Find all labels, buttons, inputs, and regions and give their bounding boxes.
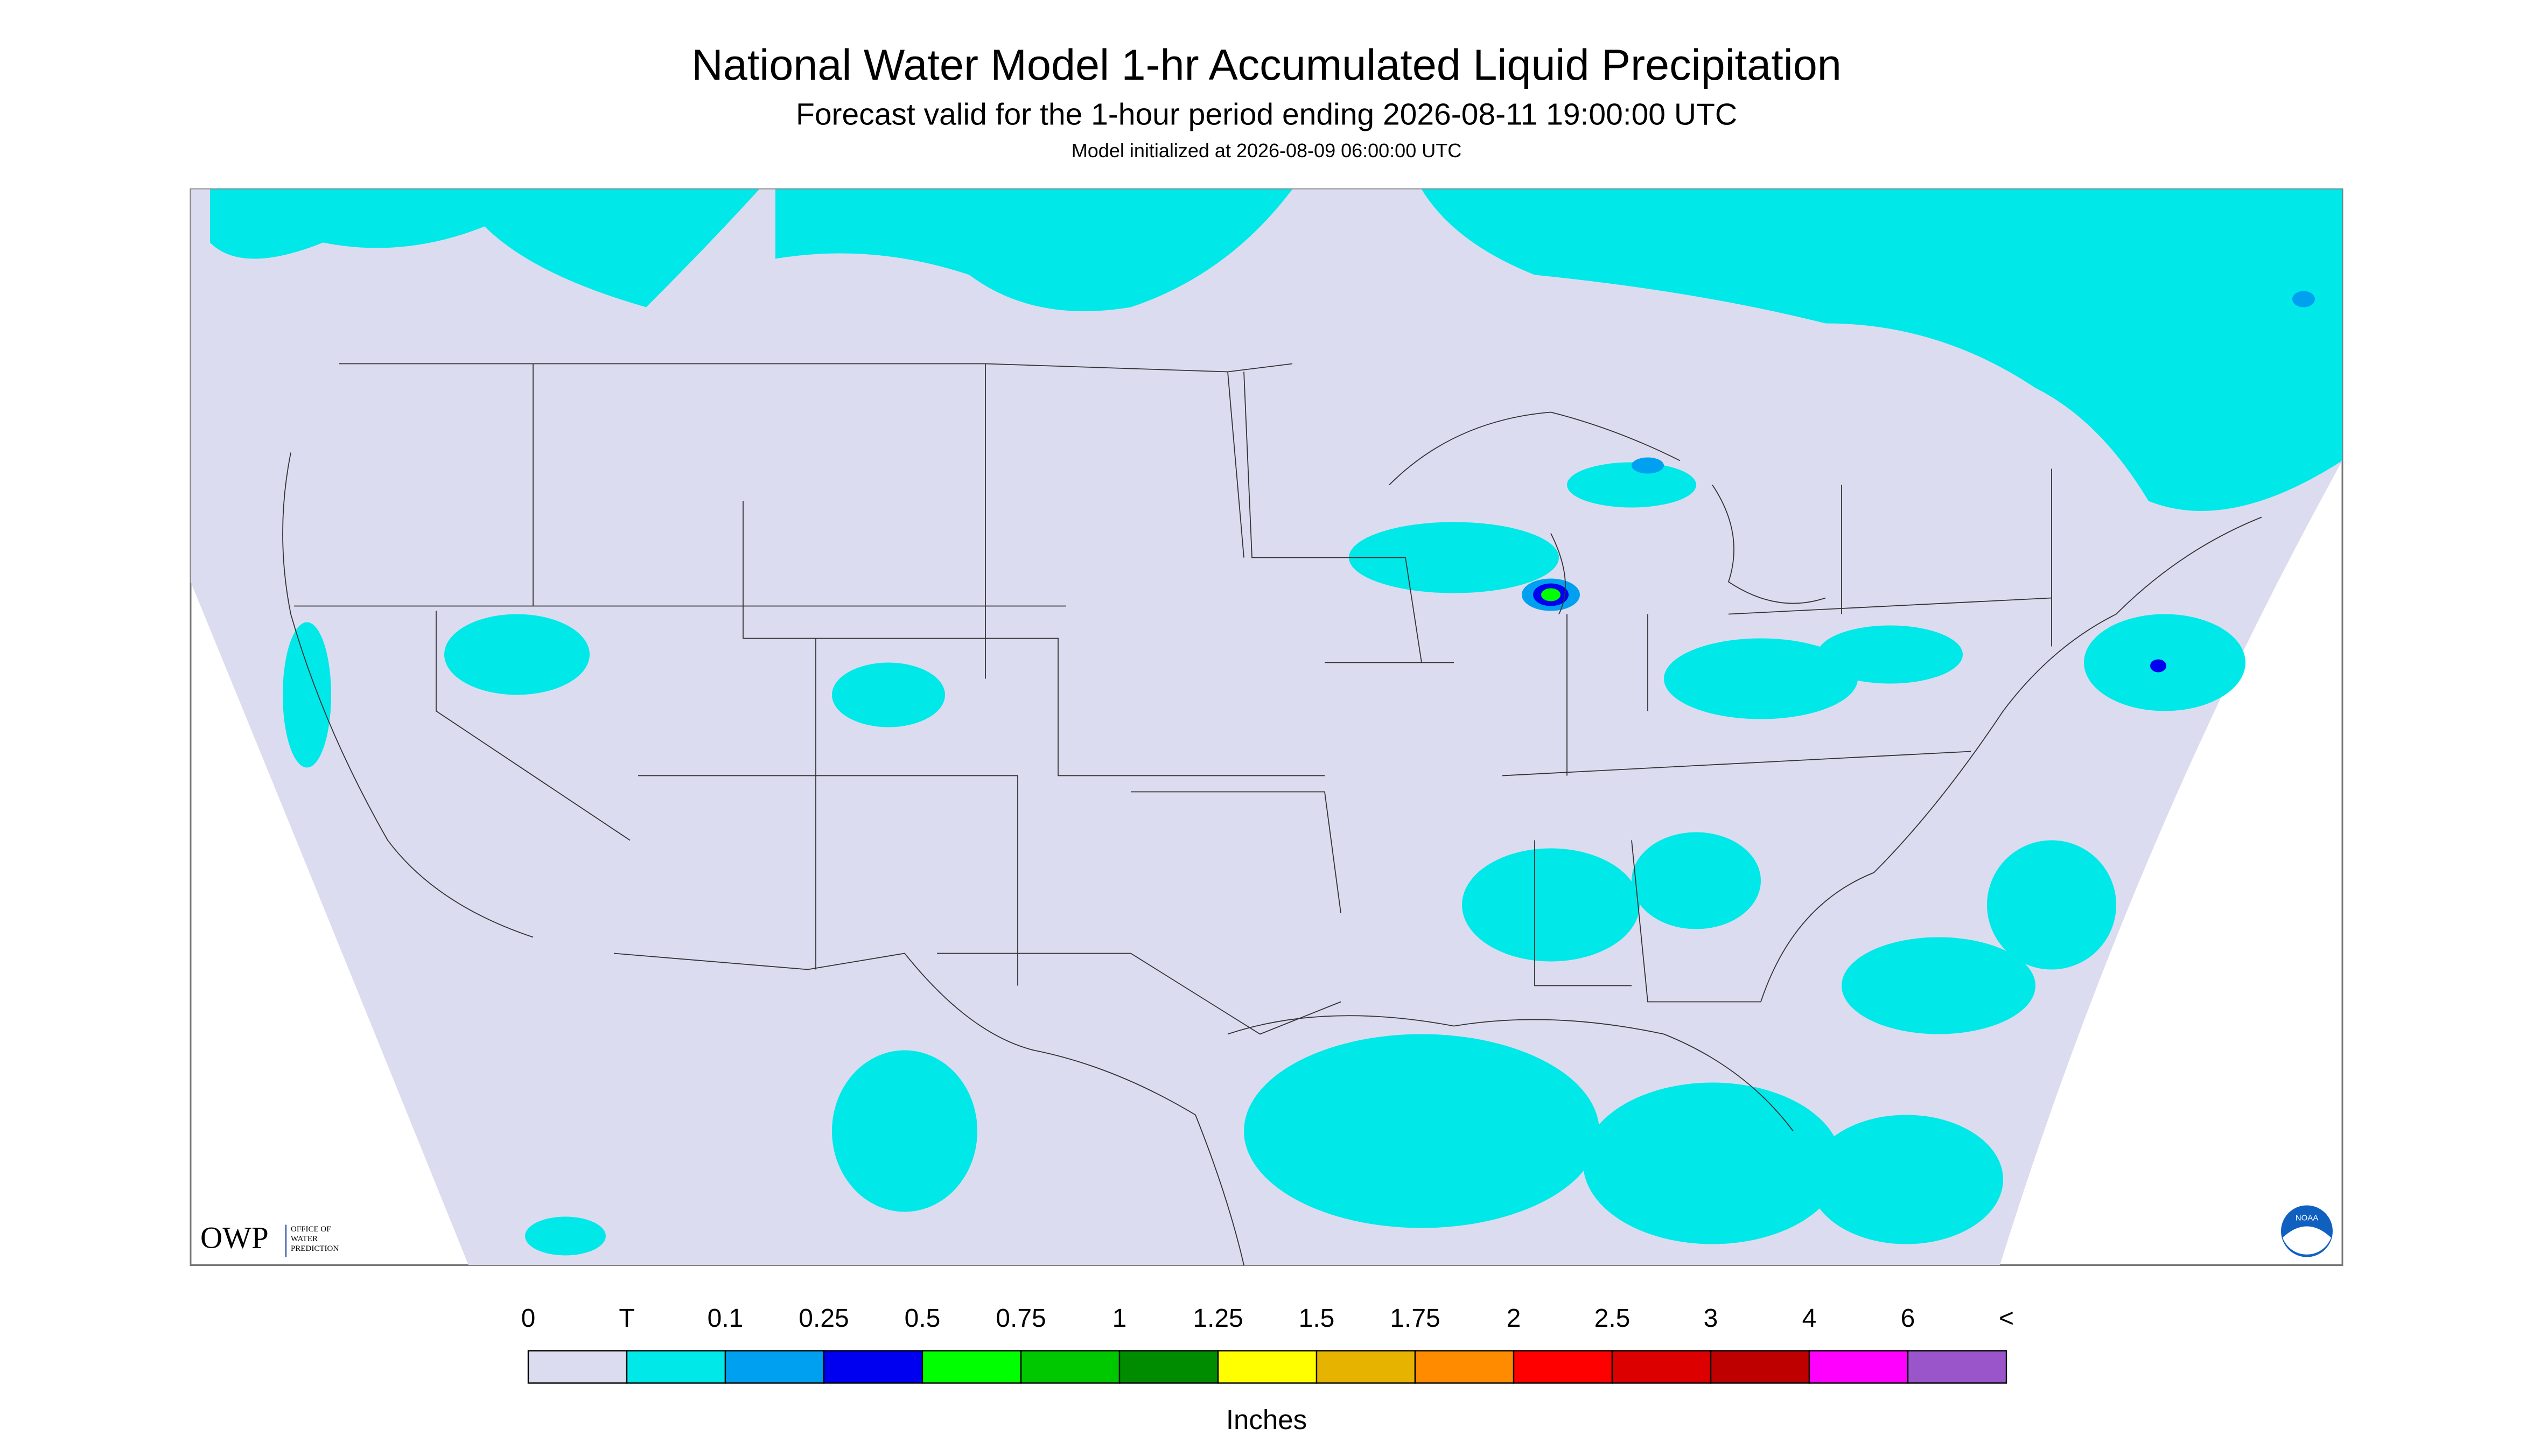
legend-swatch [626, 1350, 726, 1384]
owp-name: PREDICTION [291, 1244, 339, 1253]
legend-label: 2 [1507, 1304, 1521, 1333]
legend-swatch [823, 1350, 923, 1384]
legend-label: 0.75 [996, 1304, 1046, 1333]
legend-swatch [1020, 1350, 1121, 1384]
legend-label: 1.25 [1193, 1304, 1243, 1333]
legend-swatch [1118, 1350, 1219, 1384]
owp-name: OFFICE OF [291, 1225, 331, 1234]
legend-label: 0.5 [905, 1304, 941, 1333]
legend-swatch [1710, 1350, 1810, 1384]
legend-label: 4 [1802, 1304, 1817, 1333]
precip-areas [210, 189, 2342, 1256]
legend-label: < [1999, 1304, 2014, 1333]
legend: 0 T 0.1 0.25 0.5 0.75 1 1.25 1.5 1.75 2 2.5 3 4 6 < [521, 1304, 2014, 1384]
legend-swatch [724, 1350, 825, 1384]
heavy-precip-cell [1522, 291, 2315, 673]
noaa-logo: NOAA [2281, 1205, 2333, 1257]
legend-swatch [1513, 1350, 1613, 1384]
owp-logo: OWP OFFICE OF WATER PREDICTION [200, 1221, 339, 1257]
legend-swatch [527, 1350, 628, 1384]
legend-swatch [1808, 1350, 1909, 1384]
legend-label: 2.5 [1594, 1304, 1631, 1333]
legend-label: T [619, 1304, 634, 1333]
legend-label: 1.5 [1299, 1304, 1335, 1333]
subtitle: Forecast valid for the 1-hour period end… [796, 97, 1737, 132]
legend-swatch [1414, 1350, 1515, 1384]
legend-swatch [1611, 1350, 1712, 1384]
map: OWP OFFICE OF WATER PREDICTION NOAA [190, 188, 2343, 1266]
legend-label: 0 [521, 1304, 536, 1333]
legend-swatch [921, 1350, 1022, 1384]
legend-swatch [1316, 1350, 1416, 1384]
owp-name: WATER [291, 1235, 318, 1243]
legend-label: 0.1 [708, 1304, 744, 1333]
noaa-text: NOAA [2296, 1213, 2319, 1222]
legend-swatch [1907, 1350, 2007, 1384]
title: National Water Model 1-hr Accumulated Li… [691, 41, 1842, 89]
legend-label: 1 [1112, 1304, 1127, 1333]
boundaries [282, 363, 2262, 1265]
legend-swatch [1217, 1350, 1318, 1384]
legend-label: 3 [1704, 1304, 1718, 1333]
legend-label: 6 [1901, 1304, 1915, 1333]
legend-label: 0.25 [799, 1304, 849, 1333]
legend-unit: Inches [1226, 1404, 1307, 1435]
map-domain [191, 189, 2342, 1265]
legend-label: 1.75 [1390, 1304, 1440, 1333]
owp-text: OWP [200, 1221, 269, 1255]
init-note: Model initialized at 2026-08-09 06:00:00… [1072, 139, 1461, 162]
